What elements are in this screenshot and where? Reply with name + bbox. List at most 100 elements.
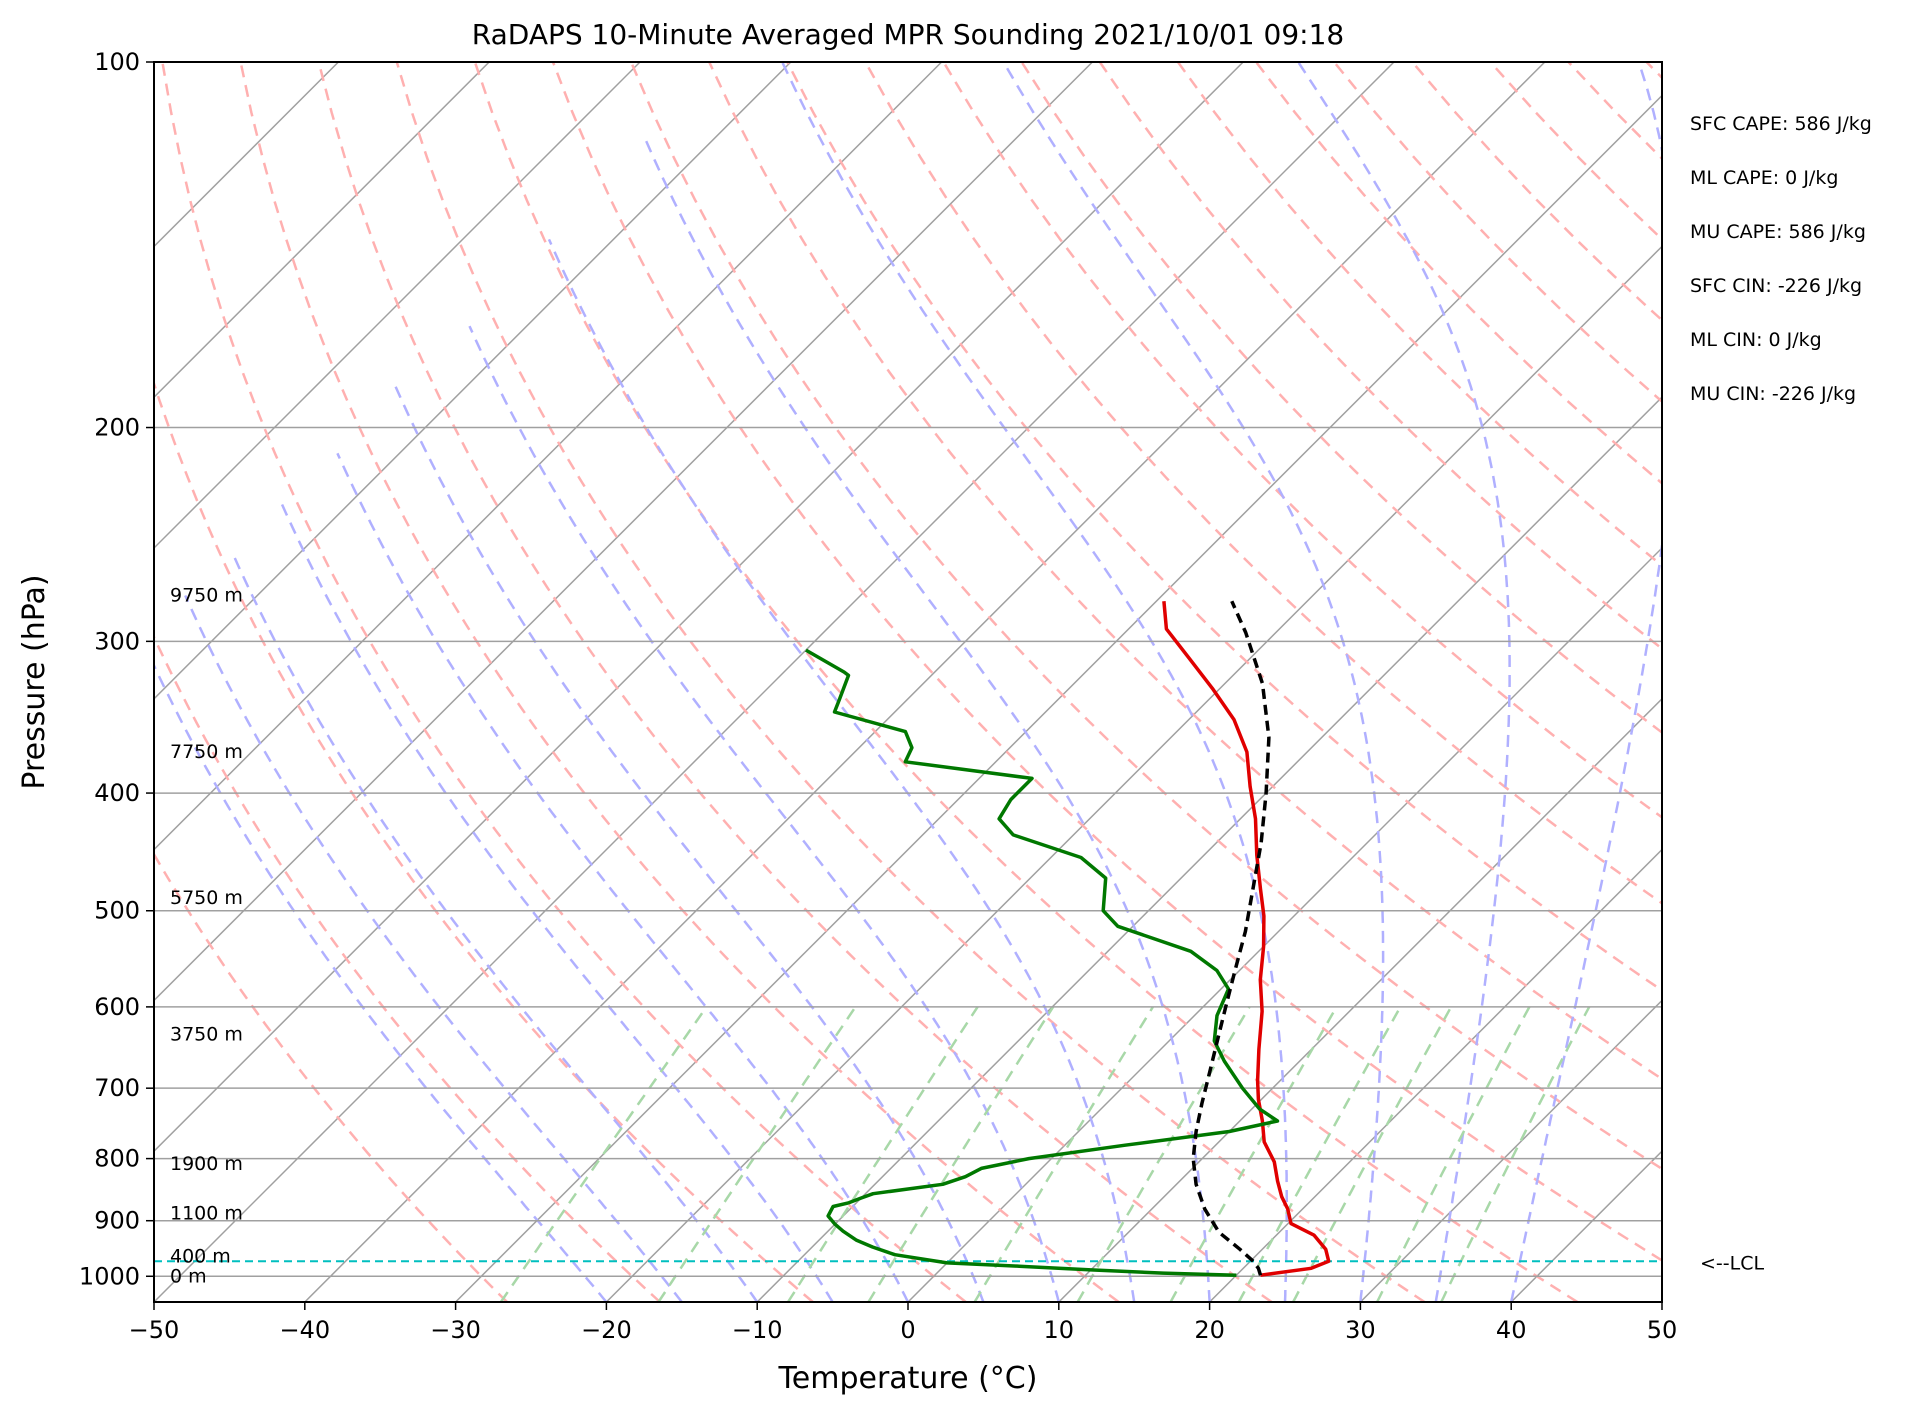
- x-tick-label: −40: [279, 1316, 330, 1344]
- height-label: 5750 m: [170, 887, 243, 909]
- pressure-gridlines: [154, 62, 1662, 1278]
- height-label: 7750 m: [170, 741, 243, 763]
- dry-adiabat-line: [1645, 62, 1662, 80]
- y-tick-label: 400: [94, 779, 140, 807]
- height-label: 400 m: [170, 1245, 231, 1267]
- isotherm-line: [154, 62, 943, 851]
- moist-adiabat-line: [336, 452, 910, 1302]
- stat-text: ML CAPE: 0 J/kg: [1690, 167, 1838, 189]
- moist-adiabat-line: [279, 500, 834, 1302]
- y-axis-label: Pressure (hPa): [17, 574, 52, 789]
- y-tick-label: 600: [94, 993, 140, 1021]
- dry-adiabat-line: [551, 62, 1662, 1262]
- dry-adiabat-line: [1489, 62, 1662, 242]
- isotherm-line: [1359, 999, 1662, 1302]
- x-axis-label: Temperature (°C): [778, 1361, 1038, 1396]
- isotherm-line: [154, 62, 490, 399]
- dry-adiabat-line: [629, 62, 1662, 1171]
- y-tick-label: 800: [94, 1145, 140, 1173]
- isotherm-line: [154, 62, 1395, 1302]
- stat-text: ML CIN: 0 J/kg: [1690, 329, 1822, 351]
- dry-adiabat-line: [1020, 62, 1662, 735]
- moist-adiabat-line: [184, 594, 683, 1302]
- mixing-ratio-line: [657, 1006, 857, 1302]
- y-tick-label: 100: [94, 48, 140, 76]
- mixing-ratio-line: [1076, 1006, 1251, 1302]
- chart-title: RaDAPS 10-Minute Averaged MPR Sounding 2…: [472, 18, 1344, 51]
- dry-adiabat-line: [161, 62, 967, 1302]
- dry-adiabat-line: [864, 62, 1662, 905]
- y-tick-label: 500: [94, 897, 140, 925]
- dry-adiabat-line: [786, 62, 1662, 992]
- x-tick-label: −20: [581, 1316, 632, 1344]
- moist-adiabat-line: [1509, 62, 1662, 1302]
- x-tick-label: −10: [732, 1316, 783, 1344]
- y-tick-label: 700: [94, 1074, 140, 1102]
- isotherm-line: [605, 245, 1662, 1302]
- dry-adiabat-line: [1098, 62, 1662, 651]
- isotherm-line: [154, 62, 1093, 1002]
- isotherm-line: [154, 62, 1244, 1153]
- x-tick-label: 30: [1345, 1316, 1376, 1344]
- mixing-ratio-line: [1375, 1006, 1531, 1302]
- mixing-ratio-line: [1237, 1006, 1402, 1302]
- dry-adiabat-line: [239, 62, 1120, 1302]
- dry-adiabat-line: [473, 62, 1579, 1302]
- isotherm-line: [1510, 1150, 1662, 1302]
- dry-adiabat-line: [1333, 62, 1662, 404]
- dry-adiabat-line: [1176, 62, 1662, 568]
- moist-adiabat-line: [394, 385, 985, 1302]
- x-tick-label: 50: [1647, 1316, 1678, 1344]
- stat-text: SFC CAPE: 586 J/kg: [1690, 113, 1872, 135]
- dry-adiabat-line: [154, 634, 661, 1302]
- isotherm-line: [154, 62, 641, 550]
- x-tick-label: −30: [430, 1316, 481, 1344]
- dry-adiabat-line: [395, 62, 1426, 1302]
- stat-text: SFC CIN: -226 J/kg: [1690, 275, 1862, 297]
- isotherm-line: [304, 62, 1546, 1302]
- y-tick-label: 200: [94, 414, 140, 442]
- mixing-ratio-line: [786, 1006, 979, 1302]
- moist-adiabat-line: [781, 62, 1289, 1302]
- dry-adiabat-line: [708, 62, 1662, 1081]
- x-tick-label: 40: [1496, 1316, 1527, 1344]
- y-tick-label: 300: [94, 627, 140, 655]
- height-label: 9750 m: [170, 584, 243, 606]
- dry-adiabat-line: [1725, 62, 1911, 1302]
- moist-adiabat-line: [468, 325, 1061, 1302]
- mixing-ratio-line: [1169, 1006, 1338, 1302]
- series-group: [154, 600, 1662, 1277]
- x-tick-label: 0: [900, 1316, 915, 1344]
- lcl-label: <--LCL: [1700, 1252, 1764, 1274]
- dry-adiabat-line: [942, 62, 1662, 819]
- dewpoint-profile-line: [805, 648, 1280, 1277]
- mixing-ratio-line: [499, 1006, 708, 1302]
- stat-text: MU CAPE: 586 J/kg: [1690, 221, 1866, 243]
- isotherm-line: [756, 396, 1662, 1302]
- height-label: 1900 m: [170, 1153, 243, 1175]
- mixing-ratio-line: [973, 1006, 1154, 1302]
- moist-adiabat-line: [642, 135, 1211, 1302]
- y-tick-label: 900: [94, 1207, 140, 1235]
- height-label: 1100 m: [170, 1203, 243, 1225]
- temperature-profile-line: [1162, 601, 1331, 1277]
- moist-adiabat-line: [1002, 62, 1385, 1302]
- isotherm-line: [1661, 1300, 1662, 1302]
- x-tick-label: −50: [129, 1316, 180, 1344]
- dry-adiabat-line: [317, 62, 1273, 1302]
- isotherm-line: [907, 546, 1662, 1302]
- dry-adiabat-line: [154, 851, 508, 1302]
- x-tick-label: 20: [1194, 1316, 1225, 1344]
- isotherm-line: [455, 94, 1662, 1302]
- isotherm-line: [1209, 848, 1662, 1302]
- isotherm-line: [1058, 697, 1662, 1302]
- mixing-ratio-line: [1440, 1006, 1591, 1302]
- annotations: 9750 m 7750 m 5750 m 3750 m 1900 m 1100 m 400 …: [170, 113, 1872, 1287]
- height-label: 0 m: [170, 1265, 207, 1287]
- y-tick-label: 1000: [79, 1262, 140, 1290]
- x-tick-label: 10: [1044, 1316, 1075, 1344]
- mixing-ratio-line: [867, 1006, 1055, 1302]
- moist-adiabat-line: [154, 662, 608, 1302]
